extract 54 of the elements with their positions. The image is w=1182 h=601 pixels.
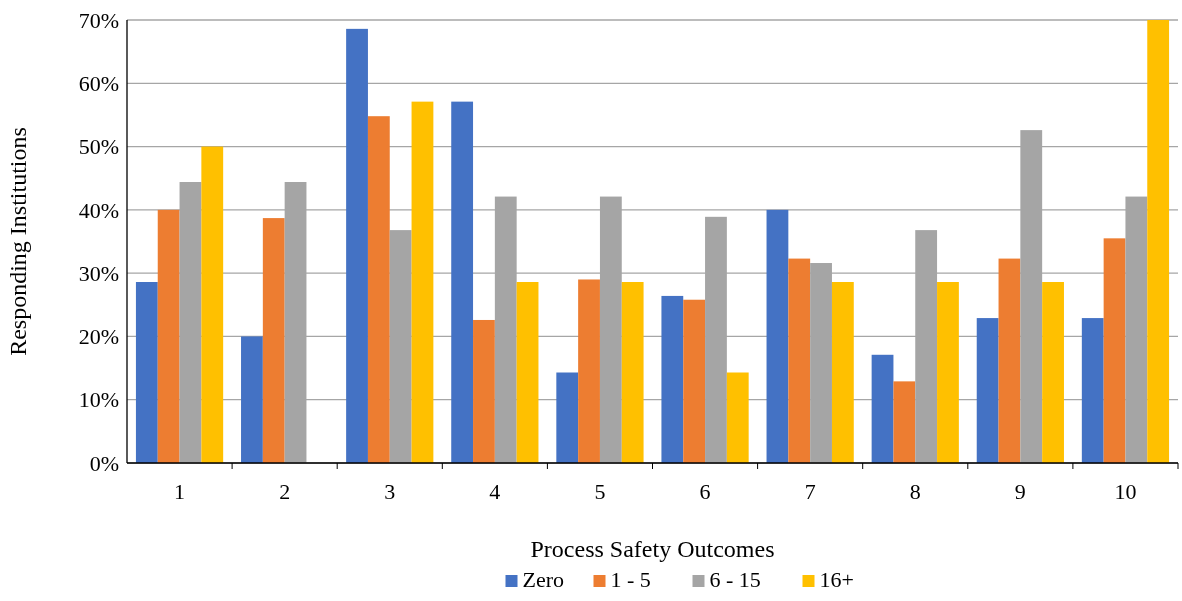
bar <box>157 209 180 463</box>
legend-label: Zero <box>522 567 565 592</box>
y-tick-label: 30% <box>78 260 119 286</box>
x-tick-label: 2 <box>279 479 291 504</box>
bar <box>262 218 285 463</box>
bar <box>367 116 390 463</box>
bar <box>661 295 684 463</box>
y-tick-label: 50% <box>78 134 119 160</box>
x-tick-label: 4 <box>489 479 501 504</box>
x-tick-label: 1 <box>174 479 186 504</box>
y-tick-label: 70% <box>78 7 119 33</box>
x-axis-title: Process Safety Outcomes <box>530 536 775 562</box>
y-tick-label: 20% <box>78 324 119 350</box>
bar <box>726 372 749 463</box>
bar <box>556 372 579 463</box>
y-tick-label: 60% <box>78 70 119 96</box>
bar <box>871 354 894 463</box>
bar <box>451 101 474 463</box>
legend-label: 16+ <box>819 567 854 592</box>
legend-label: 1 - 5 <box>610 567 651 592</box>
bar <box>1147 20 1170 463</box>
x-tick-label: 9 <box>1014 479 1026 504</box>
x-tick-label: 3 <box>384 479 396 504</box>
x-tick-label: 7 <box>804 479 816 504</box>
bar <box>976 318 999 463</box>
x-tick-label: 5 <box>594 479 606 504</box>
bar <box>831 282 854 463</box>
bar <box>201 146 224 463</box>
bar <box>766 209 789 463</box>
y-tick-label: 10% <box>78 387 119 413</box>
bar <box>516 282 539 463</box>
bar <box>389 230 412 463</box>
bar <box>937 282 959 463</box>
bar <box>578 279 600 463</box>
bar <box>621 282 644 463</box>
bar <box>241 336 263 463</box>
x-tick-label: 6 <box>699 479 711 504</box>
x-tick-label: 10 <box>1114 479 1137 504</box>
y-tick-label: 0% <box>89 450 119 476</box>
bar <box>411 101 434 463</box>
bar <box>1042 282 1064 463</box>
bar <box>346 28 368 463</box>
bar <box>788 258 811 463</box>
bar <box>473 319 495 463</box>
bar <box>1103 238 1126 463</box>
bar <box>1081 318 1104 463</box>
y-tick-label: 40% <box>78 197 119 223</box>
y-axis-title: Responding Institutions <box>5 127 31 356</box>
bar <box>998 258 1021 463</box>
bar <box>893 381 916 463</box>
legend-label: 6 - 15 <box>709 567 761 592</box>
bar <box>683 299 706 463</box>
x-tick-label: 8 <box>909 479 921 504</box>
bar <box>135 282 158 463</box>
